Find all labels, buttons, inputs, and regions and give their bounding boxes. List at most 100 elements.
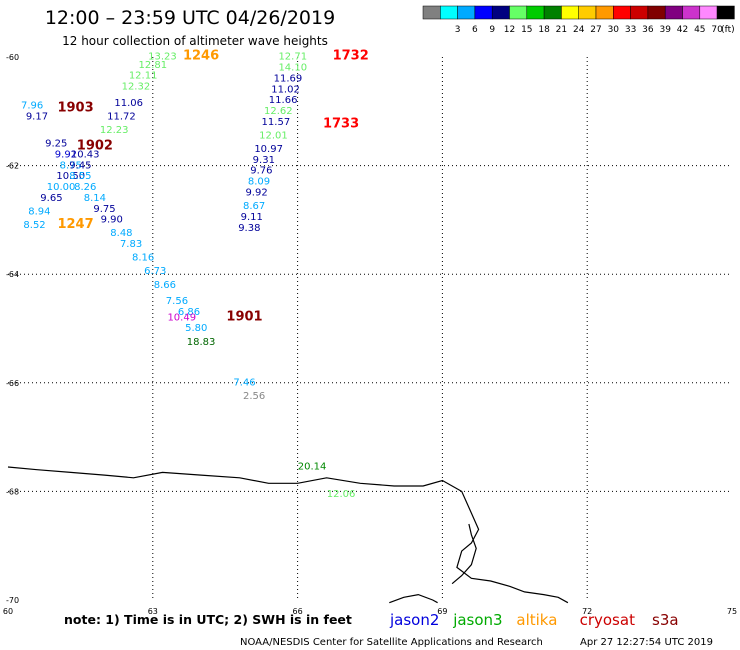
graticule: 60 63 66 69 72 75 -60 -62 -64 -66 -68 -70 xyxy=(3,53,737,616)
wave-height-observations: 13.2312.8112.1112.3211.0611.7212.237.969… xyxy=(21,52,355,500)
swh-value: 8.14 xyxy=(84,193,106,204)
colorbar-swatch xyxy=(543,5,562,20)
swh-value: 18.83 xyxy=(187,337,216,348)
swh-value: 7.46 xyxy=(233,378,255,389)
swh-value: 9.45 xyxy=(69,160,91,171)
colorbar-tick-label: 9 xyxy=(489,25,495,35)
colorbar-swatch xyxy=(561,5,579,20)
swh-value: 5.80 xyxy=(185,323,207,334)
colorbar-tick-label: 3 xyxy=(455,25,461,35)
swh-value: 8.16 xyxy=(132,253,154,264)
swh-value: 11.72 xyxy=(107,111,136,122)
swh-value: 8.26 xyxy=(74,182,96,193)
colorbar-tick-label: 30 xyxy=(608,25,620,35)
colorbar-tick-label: 24 xyxy=(573,25,585,35)
swh-value: 12.01 xyxy=(259,130,288,141)
swh-value: 12.62 xyxy=(264,106,293,117)
lon-tick-label: 66 xyxy=(293,607,303,616)
legend-jason3: jason3 xyxy=(452,611,502,629)
colorbar-swatch xyxy=(457,5,476,20)
colorbar-swatch xyxy=(613,5,631,20)
colorbar-tick-label: 6 xyxy=(472,25,478,35)
swh-value: 12.11 xyxy=(129,71,158,82)
swh-value: 9.90 xyxy=(101,215,123,226)
lon-tick-label: 69 xyxy=(437,607,447,616)
swh-value: 10.97 xyxy=(254,144,283,155)
legend-cryosat: cryosat xyxy=(580,611,635,629)
coastline xyxy=(7,466,569,604)
colorbar-swatch xyxy=(474,5,493,20)
pass-time-labels: 1246 1247 1732 1733 1903 1902 1901 xyxy=(57,49,368,325)
swh-value: 10.50 xyxy=(56,171,85,182)
swh-value: 8.48 xyxy=(110,228,132,239)
footer-note: note: 1) Time is in UTC; 2) SWH is in fe… xyxy=(64,612,352,627)
colorbar-unit: (ft) xyxy=(721,25,735,35)
swh-value: 6.73 xyxy=(144,266,166,277)
colorbar-tick-label: 33 xyxy=(625,25,636,35)
coastline-main xyxy=(7,466,569,604)
colorbar-legend: 3 6 9 12 15 18 21 24 27 30 33 36 39 42 45 70(ft) xyxy=(422,5,735,35)
colorbar-swatch xyxy=(491,5,510,20)
coastline-island xyxy=(451,523,477,585)
swh-value: 12.32 xyxy=(122,82,151,93)
colorbar-swatch xyxy=(664,5,683,20)
colorbar-tick-label: 36 xyxy=(642,25,654,35)
swh-value: 11.66 xyxy=(269,95,298,106)
colorbar-swatch xyxy=(595,5,614,20)
swh-value: 9.11 xyxy=(241,212,263,223)
swh-value: 6.86 xyxy=(178,307,200,318)
colorbar-tick-label: 12 xyxy=(504,25,515,35)
colorbar-swatch xyxy=(630,5,649,20)
colorbar-tick-label: 27 xyxy=(590,25,601,35)
footer-credit: NOAA/NESDIS Center for Satellite Applica… xyxy=(240,637,543,648)
swh-value: 9.38 xyxy=(238,223,260,234)
swh-value: 11.57 xyxy=(262,117,291,128)
legend-altika: altika xyxy=(516,611,557,629)
swh-value: 11.02 xyxy=(271,84,300,95)
swh-value: 12.81 xyxy=(138,60,167,71)
swh-value: 9.92 xyxy=(55,149,77,160)
swh-value: 8.75 xyxy=(60,160,82,171)
lat-tick-label: -60 xyxy=(6,53,19,62)
swh-value: 8.66 xyxy=(154,280,176,291)
swh-value: 8.67 xyxy=(243,201,265,212)
pass-time-label: 1247 xyxy=(57,217,93,232)
lon-tick-label: 75 xyxy=(727,607,737,616)
pass-time-label: 1902 xyxy=(77,138,113,153)
swh-value: 8.09 xyxy=(248,177,270,188)
colorbar-swatch xyxy=(578,5,597,20)
legend-jason2: jason2 xyxy=(389,611,439,629)
map-subtitle: 12 hour collection of altimeter wave hei… xyxy=(62,34,328,48)
swh-value: 9.65 xyxy=(40,193,62,204)
swh-value: 9.31 xyxy=(253,155,275,166)
colorbar-tick-label: 21 xyxy=(556,25,567,35)
colorbar-swatch xyxy=(440,5,458,20)
legend-s3a: s3a xyxy=(652,611,679,629)
pass-time-label: 1733 xyxy=(323,117,359,132)
colorbar-tick-label: 15 xyxy=(521,25,532,35)
swh-value: 11.69 xyxy=(274,73,303,84)
swh-value: 10.49 xyxy=(167,312,196,323)
swh-value: 2.56 xyxy=(243,391,265,402)
swh-value: 10.43 xyxy=(71,149,100,160)
colorbar-swatch xyxy=(422,5,441,20)
colorbar-swatch xyxy=(699,5,718,20)
swh-value: 20.14 xyxy=(298,462,327,473)
swh-value: 13.23 xyxy=(148,52,177,63)
map-title: 12:00 – 23:59 UTC 04/26/2019 xyxy=(45,7,335,29)
colorbar-tick-label: 70 xyxy=(711,25,723,35)
colorbar-tick-label: 18 xyxy=(538,25,550,35)
coastline-fragment xyxy=(389,593,438,604)
swh-value: 9.17 xyxy=(26,111,48,122)
pass-time-label: 1246 xyxy=(183,49,219,64)
lat-tick-label: -70 xyxy=(6,596,19,605)
pass-time-label: 1901 xyxy=(226,309,262,324)
colorbar-tick-label: 45 xyxy=(694,25,705,35)
lat-tick-label: -64 xyxy=(6,270,19,279)
footer-timestamp: Apr 27 12:27:54 UTC 2019 xyxy=(580,637,713,648)
swh-value: 9.76 xyxy=(250,166,272,177)
swh-value: 9.92 xyxy=(245,187,267,198)
colorbar-swatch xyxy=(509,5,528,20)
swh-value: 14.10 xyxy=(278,63,307,74)
